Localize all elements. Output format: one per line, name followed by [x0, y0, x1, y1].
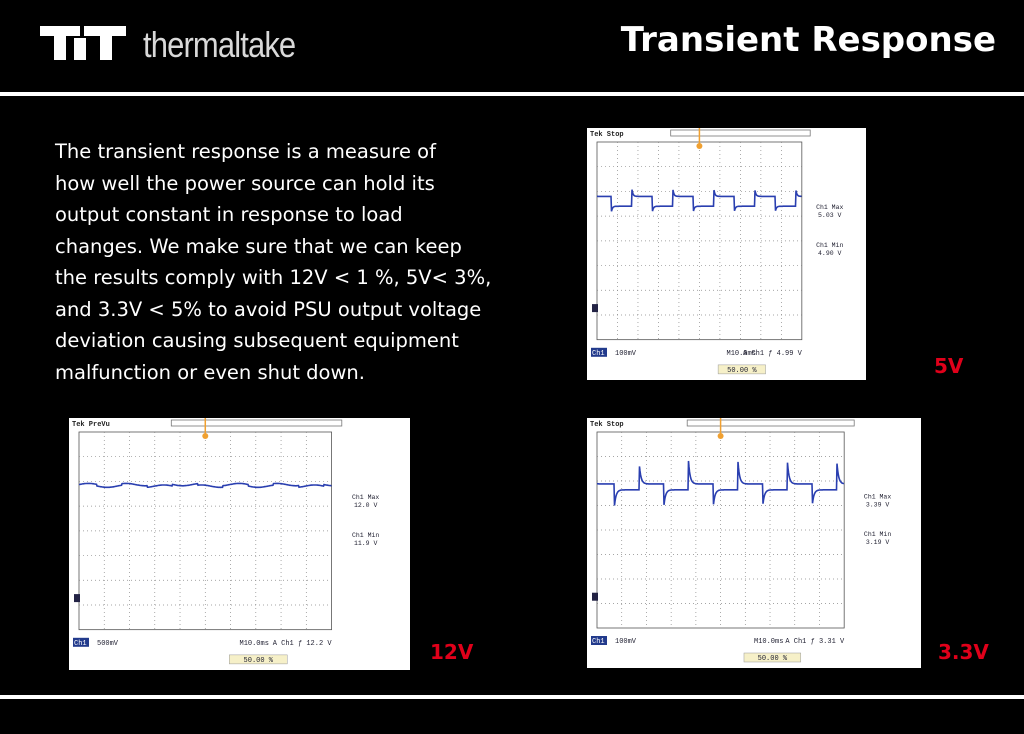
description-line: and 3.3V < 5% to avoid PSU output voltag…: [55, 297, 482, 321]
waveform: [597, 189, 802, 212]
trigger-gauge: [686, 419, 855, 427]
trigger: A Ch1 ƒ 3.31 V: [785, 638, 845, 646]
trigger-marker: [202, 433, 209, 439]
channel: Ch1: [592, 350, 605, 358]
logo: [40, 26, 126, 60]
min-value: 4.90 V: [818, 250, 842, 257]
scope-background: [587, 418, 921, 668]
min-label: Ch1 Min: [864, 531, 891, 538]
description-line: changes. We make sure that we can keep: [55, 234, 462, 258]
scale: 100mV: [615, 350, 637, 358]
trigger-marker: [696, 143, 703, 149]
trigger: A Ch1 ƒ 4.99 V: [743, 350, 803, 358]
trigger: A Ch1 ƒ 12.2 V: [273, 640, 333, 648]
min-label: Ch1 Min: [352, 532, 379, 539]
description-line: how well the power source can hold its: [55, 171, 435, 195]
scope-label: 12V: [430, 640, 474, 664]
scope-status: Tek PreVu: [72, 421, 110, 429]
max-value: 3.39 V: [866, 502, 890, 509]
max-value: 12.0 V: [354, 502, 378, 509]
description-line: the results comply with 12V < 1 %, 5V< 3…: [55, 266, 492, 289]
max-label: Ch1 Max: [864, 494, 891, 501]
trigger-marker: [717, 433, 724, 439]
channel: Ch1: [74, 640, 87, 648]
ground-marker: [592, 592, 598, 601]
waveform: [597, 460, 845, 506]
min-value: 11.9 V: [354, 540, 378, 547]
channel-box: [591, 636, 607, 645]
scale: 100mV: [615, 638, 637, 646]
trigger-gauge: [170, 419, 343, 427]
position-box: [743, 652, 802, 663]
scope-label: 5V: [934, 354, 964, 378]
position-box: [717, 364, 766, 375]
scale: 500mV: [97, 640, 119, 648]
description-line: output constant in response to load: [55, 203, 403, 226]
position: 50.00 %: [244, 657, 274, 665]
scope-background: [587, 128, 866, 380]
scope-label: 3.3V: [938, 640, 989, 664]
channel-box: [591, 347, 607, 357]
ground-marker: [74, 594, 80, 603]
description-line: malfunction or even shut down.: [55, 360, 365, 384]
scope-status: Tek Stop: [590, 421, 624, 429]
title: Transient Response: [620, 20, 996, 60]
min-label: Ch1 Min: [816, 242, 843, 249]
timebase: M10.0ms: [754, 638, 783, 646]
header-rule: [0, 92, 1024, 96]
scope-status: Tek Stop: [590, 131, 624, 139]
waveform: [78, 482, 332, 489]
description-line: deviation causing subsequent equipment: [55, 329, 459, 352]
scope-background: [69, 418, 410, 670]
trigger-gauge: [670, 129, 811, 137]
ground-marker: [592, 304, 598, 313]
max-label: Ch1 Max: [352, 494, 379, 501]
position-box: [229, 654, 288, 665]
timebase: M10.0ms: [727, 350, 756, 358]
min-value: 3.19 V: [866, 539, 890, 546]
max-label: Ch1 Max: [816, 204, 843, 211]
channel: Ch1: [592, 638, 605, 646]
max-value: 5.03 V: [818, 212, 842, 219]
position: 50.00 %: [727, 367, 757, 375]
position: 50.00 %: [758, 655, 788, 663]
channel-box: [73, 637, 89, 647]
description: The transient response is a measure of ho…: [55, 136, 491, 388]
timebase: M10.0ms: [240, 640, 269, 648]
footer-rule: [0, 695, 1024, 699]
description-line: The transient response is a measure of: [55, 140, 436, 163]
brand: thermaltake: [143, 24, 296, 65]
